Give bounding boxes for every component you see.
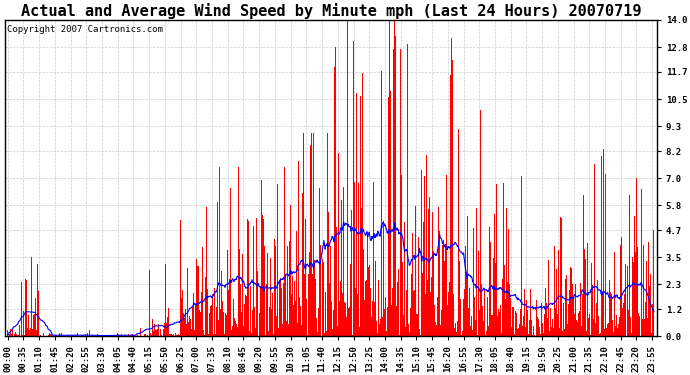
Text: Copyright 2007 Cartronics.com: Copyright 2007 Cartronics.com bbox=[7, 25, 163, 34]
Title: Actual and Average Wind Speed by Minute mph (Last 24 Hours) 20070719: Actual and Average Wind Speed by Minute … bbox=[21, 3, 641, 19]
